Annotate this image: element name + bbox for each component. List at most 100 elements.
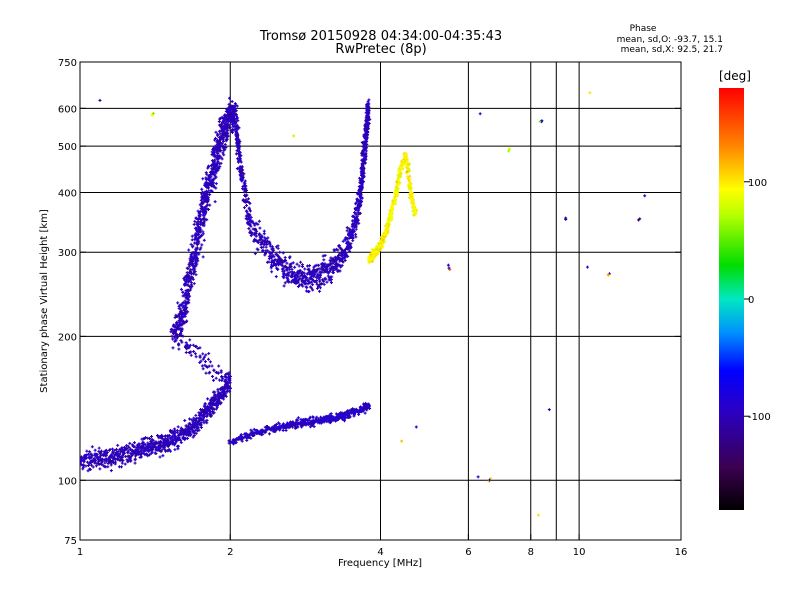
trace-point — [191, 430, 195, 434]
trace-point — [227, 118, 231, 122]
trace-point — [323, 262, 327, 266]
trace-point — [333, 416, 337, 420]
trace-point — [281, 428, 285, 432]
trace-point — [179, 438, 183, 442]
trace-point — [128, 448, 132, 452]
trace-point — [282, 284, 286, 288]
trace-point — [201, 190, 205, 194]
trace-point — [322, 282, 326, 286]
trace-point — [219, 370, 223, 374]
trace-point — [222, 132, 226, 136]
trace-point — [123, 462, 127, 466]
trace-point — [359, 409, 363, 413]
trace-point — [97, 446, 101, 450]
trace-point — [207, 351, 211, 355]
trace-point — [186, 310, 190, 314]
data-point — [118, 455, 122, 459]
trace-point — [361, 402, 365, 406]
y-tick-label: 100 — [58, 476, 77, 487]
trace-point — [166, 445, 170, 449]
trace-point — [141, 440, 145, 444]
trace-point — [204, 195, 208, 199]
scatter-point — [292, 134, 296, 138]
trace-point — [311, 283, 315, 287]
trace-point — [340, 257, 344, 261]
trace-point — [83, 453, 87, 457]
trace-point — [215, 164, 219, 168]
trace-point — [276, 258, 280, 262]
phase-legend-title: Phase — [630, 24, 657, 34]
trace-point — [283, 264, 287, 268]
trace-point — [358, 211, 362, 215]
trace-point — [210, 183, 214, 187]
y-tick-label: 300 — [58, 248, 77, 259]
trace-point — [214, 182, 218, 186]
trace-point — [283, 281, 287, 285]
trace-point — [213, 153, 217, 157]
trace-point — [303, 282, 307, 286]
trace-point — [143, 453, 147, 457]
scatter-point — [476, 475, 480, 479]
trace-point — [220, 120, 224, 124]
trace-point — [245, 217, 249, 221]
trace-point — [390, 215, 394, 219]
trace-point — [226, 134, 230, 138]
trace-point — [115, 447, 119, 451]
trace-point — [220, 375, 224, 379]
trace-point — [264, 237, 268, 241]
trace-point — [318, 278, 322, 282]
trace-point — [80, 456, 84, 460]
trace-point — [186, 293, 190, 297]
trace-point — [347, 231, 351, 235]
trace-point — [363, 137, 367, 141]
trace-point — [314, 279, 318, 283]
trace-point — [313, 271, 317, 275]
trace-point — [189, 268, 193, 272]
trace-point — [90, 454, 94, 458]
trace-point — [351, 239, 355, 243]
trace-point — [375, 244, 379, 248]
trace-point — [223, 387, 227, 391]
trace-point — [363, 161, 367, 165]
phase-legend-o-stats: mean, sd,O: -93.7, 15.1 — [617, 35, 723, 45]
trace-point — [165, 439, 169, 443]
trace-point — [360, 163, 364, 167]
trace-point — [234, 441, 238, 445]
trace-point — [143, 443, 147, 447]
trace-point — [181, 429, 185, 433]
trace-point — [207, 184, 211, 188]
trace-point — [192, 350, 196, 354]
trace-point — [181, 306, 185, 310]
trace-point — [405, 170, 409, 174]
trace-point — [363, 145, 367, 149]
trace-point — [278, 425, 282, 429]
trace-point — [296, 416, 300, 420]
scatter-points — [80, 91, 647, 517]
trace-point — [209, 414, 213, 418]
trace-point — [194, 419, 198, 423]
trace-point — [225, 119, 229, 123]
trace-point — [270, 247, 274, 251]
data-point — [366, 103, 370, 107]
trace-point — [211, 378, 215, 382]
data-point — [316, 419, 320, 423]
trace-point — [178, 333, 182, 337]
trace-point — [190, 234, 194, 238]
data-point — [135, 449, 139, 453]
trace-point — [218, 136, 222, 140]
trace-point — [201, 194, 205, 198]
trace-point — [288, 256, 292, 260]
trace-point — [397, 179, 401, 183]
trace-point — [366, 119, 370, 123]
trace-point — [262, 229, 266, 233]
trace-point — [226, 387, 230, 391]
data-point — [199, 218, 203, 222]
trace-point — [281, 267, 285, 271]
trace-point — [109, 459, 113, 463]
trace-point — [235, 114, 239, 118]
data-point — [268, 427, 272, 431]
trace-point — [204, 180, 208, 184]
trace-point — [236, 160, 240, 164]
x-tick-label: 4 — [377, 547, 383, 558]
trace-point — [113, 448, 117, 452]
